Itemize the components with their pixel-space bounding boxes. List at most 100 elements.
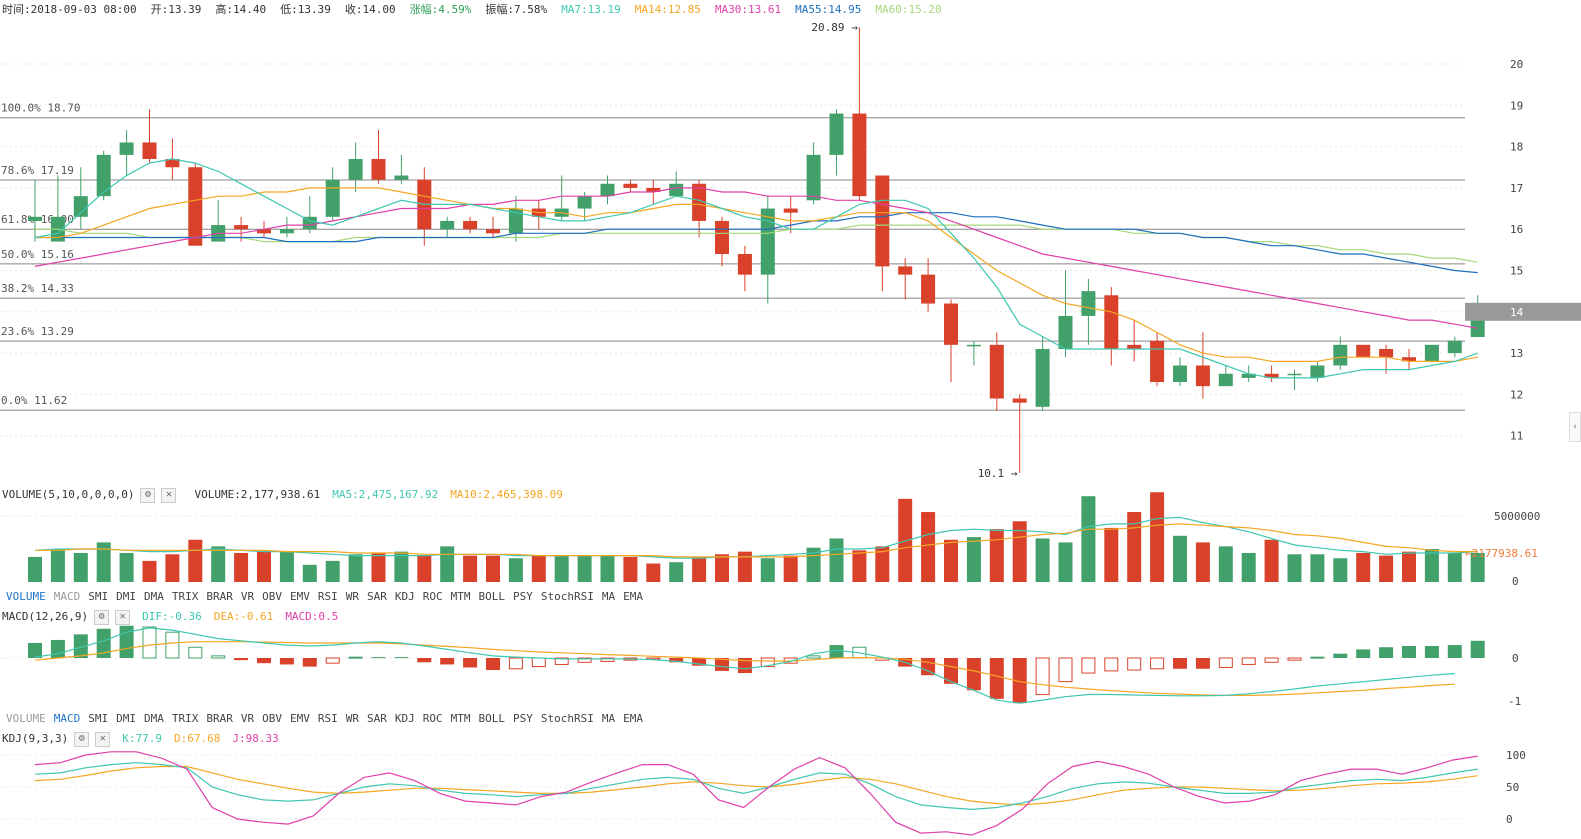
macd-bar [989, 658, 1004, 699]
ma30-line [34, 187, 1478, 329]
tab-trix[interactable]: TRIX [171, 590, 199, 603]
tab-obv[interactable]: OBV [262, 712, 282, 725]
macd-bar [1356, 649, 1371, 658]
macd-bar [142, 626, 157, 659]
candle-body [646, 187, 661, 193]
tab-sar[interactable]: SAR [367, 712, 387, 725]
tab-brar[interactable]: BRAR [206, 590, 233, 603]
tab-macd[interactable]: MACD [53, 712, 81, 725]
volume-bar [1379, 555, 1394, 582]
candle-body [1150, 340, 1165, 383]
volume-bar [394, 551, 409, 582]
tab-dma[interactable]: DMA [144, 590, 164, 603]
macd-bar [165, 631, 180, 659]
macd-chart[interactable]: 0 -1 [0, 608, 1581, 711]
kdj-chart[interactable]: 100 50 0 [0, 730, 1581, 839]
tab-mtm[interactable]: MTM [450, 590, 471, 603]
tab-dmi[interactable]: DMI [116, 712, 136, 725]
tab-sar[interactable]: SAR [367, 590, 387, 603]
tab-trix[interactable]: TRIX [171, 712, 199, 725]
tab-psy[interactable]: PSY [513, 712, 533, 725]
volume-ma5: MA5:2,475,167.92 [332, 488, 439, 501]
tab-volume[interactable]: VOLUME [6, 590, 46, 603]
macd-close-icon[interactable]: ✕ [115, 609, 131, 625]
tab-macd[interactable]: MACD [53, 590, 81, 603]
kdj-d-line [34, 765, 1478, 806]
tab-stochrsi[interactable]: StochRSI [540, 712, 594, 725]
volume-bar [325, 560, 340, 582]
tab-ma[interactable]: MA [601, 712, 616, 725]
tab-ema[interactable]: EMA [623, 712, 643, 725]
tab-ema[interactable]: EMA [623, 590, 643, 603]
tab-obv[interactable]: OBV [262, 590, 282, 603]
tab-stochrsi[interactable]: StochRSI [540, 590, 594, 603]
volume-bar [829, 538, 844, 582]
candle-body [577, 196, 592, 209]
tab-vr[interactable]: VR [240, 712, 255, 725]
tab-ma[interactable]: MA [601, 590, 616, 603]
indicator-tabs-bottom: VOLUME MACD SMI DMI DMA TRIX BRAR VR OBV EMV RSI WR… [2, 712, 647, 726]
macd-panel-header: MACD(12,26,9) ⚙ ✕ DIF:-0.36 DEA:-0.61 MA… [2, 609, 338, 625]
candle-body [508, 208, 523, 234]
volume-close-icon[interactable]: ✕ [161, 487, 177, 503]
tab-vr[interactable]: VR [240, 590, 255, 603]
tab-smi[interactable]: SMI [88, 712, 109, 725]
tab-volume[interactable]: VOLUME [6, 712, 46, 725]
macd-bar [28, 642, 42, 658]
tab-mtm[interactable]: MTM [450, 712, 471, 725]
tab-kdj[interactable]: KDJ [394, 712, 415, 725]
candle-body [1379, 348, 1394, 358]
macd-bar [1447, 645, 1462, 658]
volume-bar [715, 554, 729, 582]
macd-bar [1173, 658, 1187, 669]
tab-boll[interactable]: BOLL [478, 712, 506, 725]
macd-bar [1195, 658, 1210, 669]
tab-rsi[interactable]: RSI [317, 712, 338, 725]
volume-bar [623, 556, 638, 582]
tab-kdj[interactable]: KDJ [394, 590, 415, 603]
tab-smi[interactable]: SMI [88, 590, 109, 603]
macd-bar [1379, 647, 1394, 658]
tab-dma[interactable]: DMA [144, 712, 164, 725]
macd-bar [577, 657, 592, 663]
expand-side-icon[interactable]: ‹ [1569, 412, 1581, 442]
tab-wr[interactable]: WR [345, 712, 359, 725]
kdj-close-icon[interactable]: ✕ [95, 731, 111, 747]
kdj-tick-label: 0 [1506, 813, 1513, 826]
candle-body [325, 179, 340, 217]
volume-bar [966, 537, 981, 582]
macd-bar [806, 655, 821, 659]
header-ma7: MA7:13.19 [561, 3, 621, 16]
macd-bar [508, 657, 523, 670]
kdj-tick-label: 100 [1506, 749, 1526, 762]
tab-roc[interactable]: ROC [422, 712, 443, 725]
macd-axis-zero: 0 [1512, 652, 1519, 665]
tab-emv[interactable]: EMV [290, 712, 310, 725]
macd-bar [554, 657, 569, 665]
macd-settings-gear-icon[interactable]: ⚙ [94, 609, 110, 625]
macd-title: MACD(12,26,9) [2, 610, 89, 623]
tab-boll[interactable]: BOLL [478, 590, 506, 603]
volume-bar [440, 546, 455, 582]
volume-bar [302, 564, 317, 582]
macd-bar [119, 625, 134, 658]
macd-bar [760, 657, 775, 668]
kdj-panel-header: KDJ(9,3,3) ⚙ ✕ K:77.9 D:67.68 J:98.33 [2, 731, 279, 747]
macd-bar [1150, 657, 1165, 670]
kdj-settings-gear-icon[interactable]: ⚙ [74, 731, 90, 747]
volume-bar [898, 498, 913, 582]
tab-emv[interactable]: EMV [290, 590, 310, 603]
candle-body [73, 196, 88, 217]
tab-psy[interactable]: PSY [513, 590, 533, 603]
candle-body [1081, 291, 1096, 316]
volume-bar [257, 551, 271, 582]
volume-settings-gear-icon[interactable]: ⚙ [140, 487, 156, 503]
tab-brar[interactable]: BRAR [206, 712, 233, 725]
tab-dmi[interactable]: DMI [116, 590, 136, 603]
tab-roc[interactable]: ROC [422, 590, 443, 603]
volume-chart[interactable]: 5000000 0 ←2177938.61 [0, 486, 1581, 589]
candlestick-chart[interactable]: 20 19 18 17 16 15 14 13 12 11 100.0% 18.70 78.6% 17… [0, 0, 1581, 486]
macd-bar [1218, 657, 1233, 668]
tab-wr[interactable]: WR [345, 590, 359, 603]
tab-rsi[interactable]: RSI [317, 590, 338, 603]
